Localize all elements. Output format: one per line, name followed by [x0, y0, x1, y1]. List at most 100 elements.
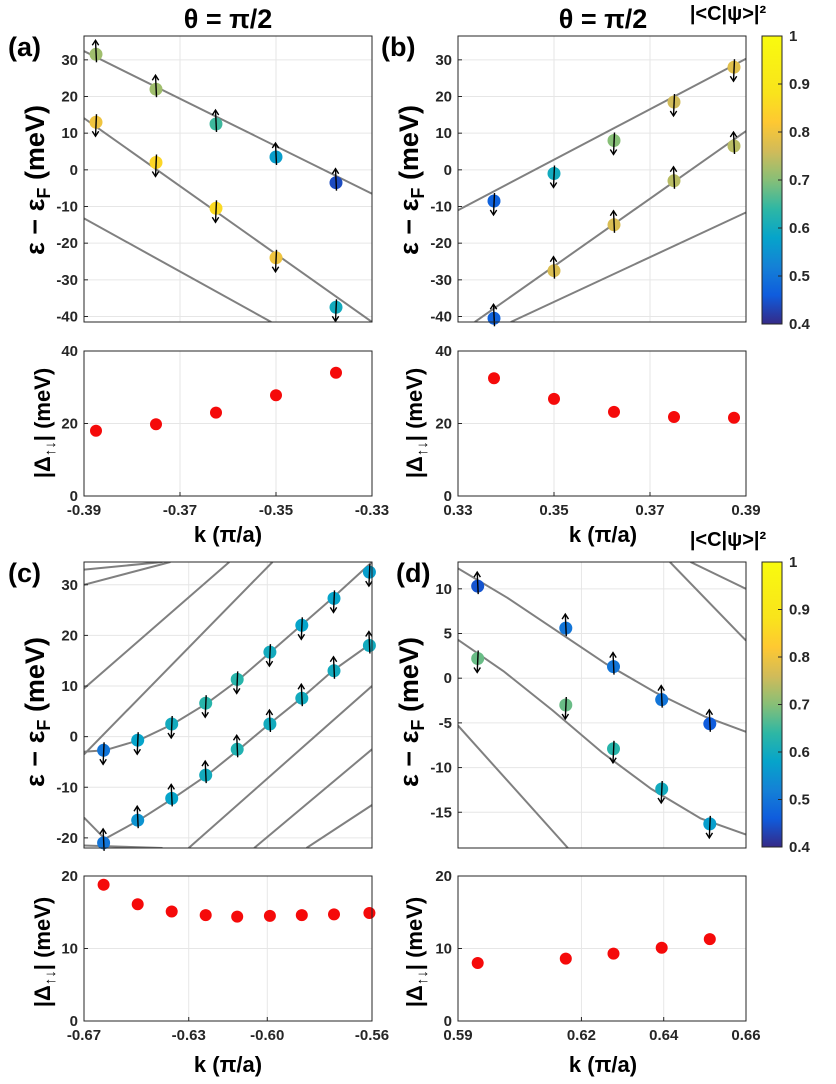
spin-arrow-down	[561, 696, 570, 721]
panel-d-gap-plot: 20 10 00.59 0.62 0.64 0.66	[435, 868, 760, 1044]
ytick-label: -20	[56, 830, 78, 847]
gap-point	[488, 372, 500, 385]
colorbar-tick-label: 0.6	[789, 220, 810, 237]
band-line-2	[510, 211, 746, 322]
spin-arrow-up	[473, 570, 481, 595]
gap-point	[97, 878, 110, 891]
spin-arrow-up	[609, 651, 617, 675]
panel-b-xlabel: k (π/a)	[569, 522, 637, 547]
spin-arrow-up	[201, 759, 209, 784]
ytick-label: 20	[61, 89, 78, 106]
xtick-label: -0.67	[67, 1027, 101, 1044]
spin-arrow-up	[133, 804, 141, 829]
ytick-label: -20	[430, 235, 452, 252]
ytick-label: 5	[444, 626, 452, 643]
panel-c-energy-plot: 30 20 10 0 -10 -20	[56, 561, 376, 851]
ytick-label: 10	[435, 581, 452, 598]
ytick-label: -10	[430, 199, 452, 216]
panel-b-label: (b)	[381, 32, 415, 62]
ytick-label: 20	[61, 627, 78, 644]
colorbar-tick-label: 0.9	[789, 602, 810, 619]
panel-b-gap-plot: 40 20 00.33 0.35 0.37 0.39	[435, 343, 760, 519]
ytick-label: 20	[61, 868, 78, 885]
ytick-label: 30	[435, 52, 452, 69]
spin-arrow-up	[91, 39, 100, 63]
spin-arrow-up	[99, 827, 107, 851]
band-line-7	[188, 685, 372, 848]
gap-point	[90, 424, 102, 437]
ytick-label: -30	[430, 272, 452, 289]
colorbar-bottom-ticks: 1 0.9 0.8 0.7 0.6 0.5 0.4	[778, 554, 811, 856]
spin-arrow-up	[297, 682, 306, 707]
colorbar-tick-label: 0.4	[789, 316, 811, 333]
gap-point	[295, 909, 308, 922]
spin-arrow-down	[331, 299, 340, 323]
gap-point	[607, 947, 620, 960]
gap-point	[270, 389, 282, 402]
band-line-2	[84, 217, 272, 322]
colorbar-tick-label: 0.9	[789, 76, 810, 93]
band-line-3	[669, 562, 746, 642]
colorbar-top-ticks: 1 0.9 0.8 0.7 0.6 0.5 0.4	[778, 28, 811, 333]
colorbar-tick-label: 0.7	[789, 172, 810, 189]
ytick-label: 0	[444, 670, 452, 687]
panel-c-gap-plot: 20 10 0-0.67 -0.63 -0.60 -0.56	[61, 868, 389, 1044]
spin-arrow-up	[549, 255, 558, 279]
panel-c-energy-ylabel: ε − εF (meV)	[20, 637, 54, 787]
spin-arrow-down	[232, 671, 241, 695]
gap-point	[210, 406, 222, 419]
panel-d-label: (d)	[396, 558, 430, 588]
band-line-0	[84, 562, 163, 571]
xtick-label: 0.33	[443, 502, 472, 519]
panel-a-energy-plot: 30 20 10 0 -10 -20 -30 -40	[56, 35, 373, 326]
spin-arrow-down	[705, 815, 714, 840]
plot-frame	[83, 561, 373, 849]
gap-point	[559, 952, 572, 965]
ytick-label: 0	[70, 162, 78, 179]
gap-point	[655, 941, 668, 954]
spin-arrow-down	[365, 564, 373, 588]
ytick-label: 10	[435, 941, 452, 958]
band-line-1	[84, 562, 171, 586]
xtick-label: 0.64	[649, 1027, 679, 1044]
spin-arrow-down	[473, 650, 481, 674]
panel-d-gap-ylabel: |Δ↑↓| (meV)	[402, 897, 431, 1007]
panel-d-energy-plot: 10 5 0 -5 -10 -15	[430, 561, 747, 849]
xtick-label: -0.37	[163, 502, 197, 519]
ytick-label: -5	[439, 715, 452, 732]
panel-b-gap-ylabel: |Δ↑↓| (meV)	[402, 368, 431, 478]
ytick-label: -15	[430, 804, 452, 821]
colorbar-tick-label: 1	[789, 554, 797, 571]
gap-point	[131, 898, 144, 911]
spin-arrow-down	[201, 695, 209, 719]
ytick-label: -10	[56, 779, 78, 796]
plot-frame	[83, 35, 373, 323]
ytick-label: 0	[444, 162, 452, 179]
xtick-label: 0.39	[731, 502, 760, 519]
ytick-label: 0	[444, 488, 452, 505]
ytick-label: 0	[70, 1013, 78, 1030]
ytick-label: 10	[61, 125, 78, 142]
colorbar-bottom: |<C|ψ>|² 1 0.9 0.8 0.7 0.6 0.5 0.4	[690, 529, 811, 856]
xtick-label: 0.66	[731, 1027, 760, 1044]
band-line-4	[84, 562, 372, 753]
spin-arrow-up	[167, 783, 175, 807]
panel-a-gap-plot: 40 20 0-0.39 -0.37 -0.35 -0.33	[61, 343, 389, 519]
spin-arrow-down	[729, 59, 738, 83]
plot-frame	[457, 35, 747, 323]
colorbar-tick-label: 0.6	[789, 744, 810, 761]
spin-arrow-up	[151, 73, 160, 98]
ytick-label: 20	[61, 416, 78, 433]
ytick-label: -40	[56, 309, 78, 326]
spin-arrow-up	[329, 655, 338, 679]
colorbar-tick-label: 0.8	[789, 649, 810, 666]
ytick-label: 10	[61, 941, 78, 958]
gap-point	[231, 910, 244, 923]
spin-arrow-down	[297, 617, 306, 641]
colorbar-bottom-title: |<C|ψ>|²	[690, 529, 767, 551]
spin-arrow-up	[331, 167, 340, 191]
panel-c-gap-ylabel: |Δ↑↓| (meV)	[30, 897, 59, 1007]
